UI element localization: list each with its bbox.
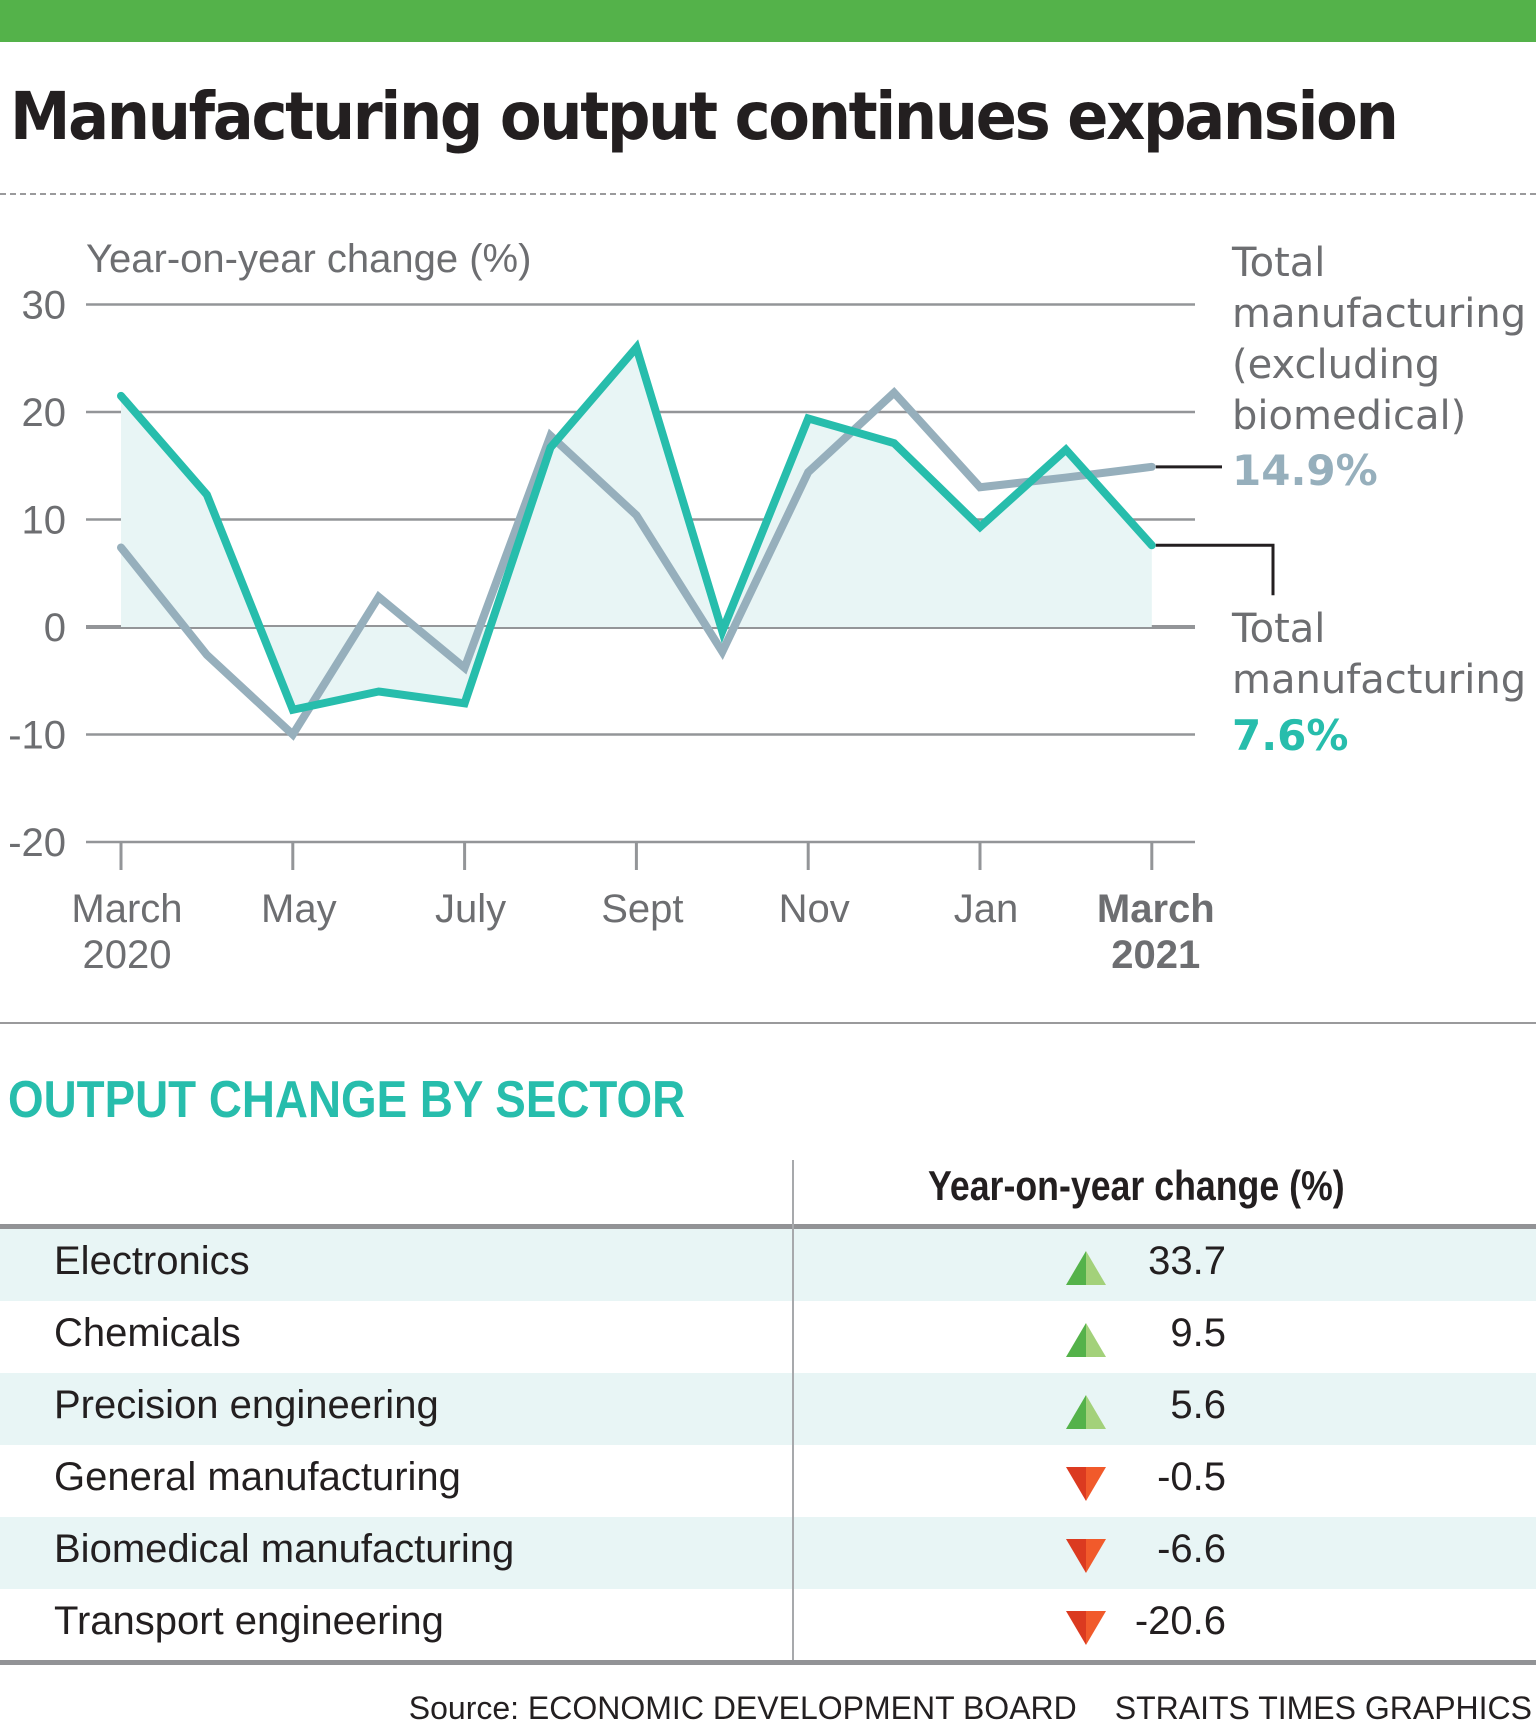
y-tick-label: 10 bbox=[22, 499, 67, 543]
down-triangle-icon bbox=[1066, 1539, 1106, 1573]
change-value: 33.7 bbox=[1148, 1239, 1226, 1283]
y-tick-label: -20 bbox=[8, 821, 66, 865]
end-value-excluding-biomedical: 14.9% bbox=[1232, 446, 1378, 495]
x-tick-label: July bbox=[435, 887, 506, 931]
sector-name: Chemicals bbox=[54, 1311, 241, 1355]
table-bottom-rule bbox=[0, 1660, 1536, 1665]
sector-section-title: OUTPUT CHANGE BY SECTOR bbox=[8, 1071, 686, 1129]
x-tick-label: 2020 bbox=[83, 933, 172, 977]
x-tick-label: March bbox=[71, 887, 182, 931]
leader-line bbox=[1155, 543, 1275, 596]
page-title: Manufacturing output continues expansion bbox=[10, 78, 1399, 155]
header-rule bbox=[0, 1224, 1536, 1229]
y-tick-label: -10 bbox=[8, 714, 66, 758]
table-row: Electronics 33.7 bbox=[0, 1229, 1536, 1301]
sector-name: General manufacturing bbox=[54, 1455, 461, 1499]
up-triangle-icon bbox=[1066, 1323, 1106, 1357]
up-triangle-icon bbox=[1066, 1251, 1106, 1285]
table-header: Year-on-year change (%) bbox=[0, 1160, 1536, 1224]
source-note: Source: ECONOMIC DEVELOPMENT BOARD bbox=[408, 1690, 1077, 1726]
credit-note: STRAITS TIMES GRAPHICS bbox=[1114, 1690, 1532, 1726]
column-divider bbox=[792, 1160, 794, 1662]
top-accent-bar bbox=[0, 0, 1536, 42]
y-tick-label: 0 bbox=[44, 606, 66, 650]
series-label-total-manufacturing: manufacturing bbox=[1232, 657, 1526, 703]
y-tick-labels: 30 20 10 0 -10 -20 bbox=[8, 284, 66, 866]
x-tick-label: May bbox=[261, 887, 337, 931]
series-label-total-manufacturing: Total bbox=[1231, 606, 1325, 652]
series-label-excluding-biomedical: biomedical) bbox=[1232, 393, 1466, 439]
series-label-excluding-biomedical: (excluding bbox=[1232, 342, 1440, 388]
change-value: -0.5 bbox=[1157, 1455, 1226, 1499]
change-value: 5.6 bbox=[1170, 1383, 1226, 1427]
series-lines bbox=[117, 339, 1156, 741]
table-row: Biomedical manufacturing -6.6 bbox=[0, 1517, 1536, 1589]
series-labels: Total manufacturing (excluding biomedical) 1… bbox=[1155, 240, 1526, 760]
change-value: -20.6 bbox=[1134, 1599, 1226, 1643]
total-manufacturing-area bbox=[121, 347, 1152, 710]
down-triangle-icon bbox=[1066, 1467, 1106, 1501]
x-tick-label: 2021 bbox=[1111, 933, 1200, 977]
table-row: Chemicals 9.5 bbox=[0, 1301, 1536, 1373]
up-triangle-icon bbox=[1066, 1395, 1106, 1429]
table-body: Electronics 33.7 Chemicals 9.5 Precision eng… bbox=[0, 1229, 1536, 1661]
sector-name: Precision engineering bbox=[54, 1383, 439, 1427]
y-axis-title: Year-on-year change (%) bbox=[86, 237, 531, 281]
change-value: 9.5 bbox=[1170, 1311, 1226, 1355]
y-tick-label: 30 bbox=[22, 284, 67, 328]
down-triangle-icon bbox=[1066, 1611, 1106, 1645]
end-value-total-manufacturing: 7.6% bbox=[1232, 711, 1348, 760]
footer: Source: ECONOMIC DEVELOPMENT BOARD STRAIT… bbox=[371, 1690, 1532, 1727]
title-divider bbox=[0, 193, 1536, 195]
sector-name: Electronics bbox=[54, 1239, 250, 1283]
series-label-excluding-biomedical: manufacturing bbox=[1232, 291, 1526, 337]
column-header-change: Year-on-year change (%) bbox=[928, 1162, 1345, 1209]
sector-name: Biomedical manufacturing bbox=[54, 1527, 515, 1571]
sector-table: Year-on-year change (%) Electronics 33.7 C… bbox=[0, 1160, 1536, 1661]
x-tick-label: March bbox=[1097, 887, 1215, 931]
x-tick-label: Sept bbox=[601, 887, 683, 931]
sector-name: Transport engineering bbox=[54, 1599, 444, 1643]
table-row: Transport engineering -20.6 bbox=[0, 1589, 1536, 1661]
x-tick-label: Jan bbox=[954, 887, 1019, 931]
table-row: Precision engineering 5.6 bbox=[0, 1373, 1536, 1445]
change-value: -6.6 bbox=[1157, 1527, 1226, 1571]
x-tick-label: Nov bbox=[779, 887, 850, 931]
table-row: General manufacturing -0.5 bbox=[0, 1445, 1536, 1517]
y-tick-label: 20 bbox=[22, 391, 67, 435]
series-label-excluding-biomedical: Total bbox=[1231, 240, 1325, 286]
section-divider bbox=[0, 1022, 1536, 1024]
